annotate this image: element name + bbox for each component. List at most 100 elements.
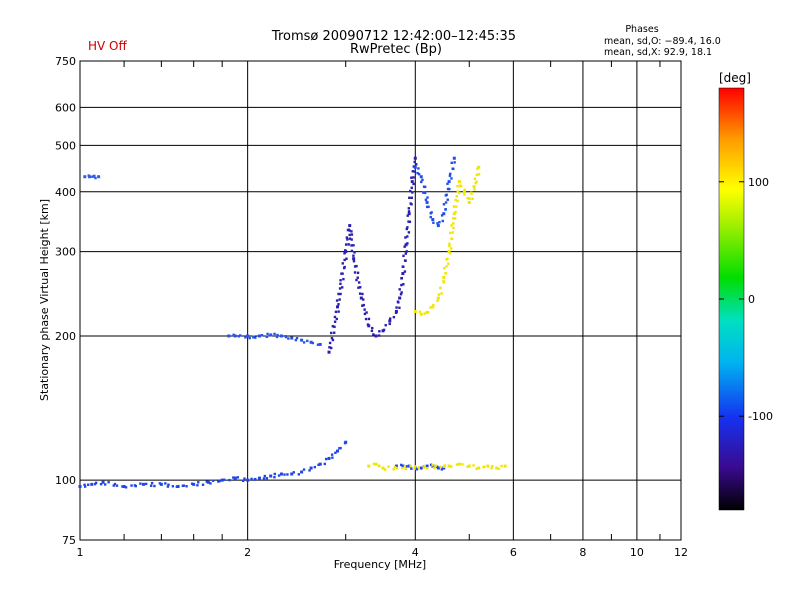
data-point (466, 465, 469, 469)
data-point (448, 187, 451, 191)
colorbar-label: [deg] (719, 71, 751, 85)
y-tick-label: 75 (62, 534, 76, 547)
data-point (440, 214, 444, 217)
x-tick-labels: 1 2 4 6 8 10 12 (77, 546, 689, 559)
data-point (372, 462, 376, 466)
data-point (471, 197, 474, 201)
data-point (341, 286, 344, 289)
data-point (252, 335, 256, 339)
data-point (402, 283, 405, 286)
data-point (472, 185, 476, 189)
data-point (382, 328, 386, 332)
data-point (425, 467, 429, 470)
data-point (472, 464, 475, 467)
data-point (405, 250, 408, 253)
data-point (91, 175, 94, 178)
data-point (107, 480, 110, 484)
data-point (333, 320, 337, 323)
data-point (336, 449, 340, 453)
data-point (318, 462, 322, 466)
data-point (442, 275, 446, 279)
data-point (273, 332, 276, 336)
data-point (367, 317, 371, 321)
data-points (78, 156, 507, 489)
data-point (427, 205, 430, 209)
data-point (418, 310, 422, 313)
data-point (350, 233, 354, 236)
data-point (309, 340, 313, 344)
data-point (449, 172, 452, 176)
data-point (452, 217, 455, 220)
data-point (287, 337, 290, 340)
data-point (241, 479, 245, 483)
data-point (164, 482, 167, 485)
data-point (388, 322, 391, 326)
data-point (275, 335, 279, 339)
data-point (447, 262, 450, 265)
data-point (423, 191, 427, 195)
data-point (403, 270, 407, 273)
data-point (437, 293, 441, 296)
data-point (450, 224, 453, 227)
data-point (475, 467, 478, 471)
data-point (374, 334, 378, 338)
data-point (462, 190, 466, 194)
data-point (338, 287, 342, 290)
data-point (83, 483, 86, 487)
data-point (400, 283, 403, 287)
data-point (503, 464, 507, 468)
data-point (461, 463, 464, 466)
data-point (115, 484, 119, 487)
data-point (392, 468, 395, 471)
phases-x-stats: mean, sd,X: 92.9, 18.1 (604, 47, 712, 58)
data-point (432, 221, 435, 224)
data-point (442, 203, 446, 206)
data-point (269, 474, 273, 478)
data-point (403, 245, 406, 248)
data-point (436, 296, 440, 300)
data-point (370, 329, 374, 333)
data-point (407, 220, 410, 223)
x-tick-label: 10 (630, 546, 644, 559)
data-point (333, 325, 336, 329)
data-point (447, 180, 451, 184)
data-point (431, 464, 434, 467)
data-point (404, 467, 407, 471)
data-point (466, 196, 469, 200)
data-point (384, 323, 387, 327)
data-point (328, 346, 331, 349)
data-point (410, 467, 413, 470)
data-point (413, 465, 417, 468)
data-point (334, 310, 338, 314)
data-point (359, 296, 363, 300)
data-point (432, 303, 435, 307)
data-point (153, 484, 156, 488)
data-point (158, 482, 162, 485)
data-point (401, 265, 405, 268)
grid-lines (79, 60, 682, 541)
data-point (405, 227, 409, 231)
data-point (436, 224, 440, 228)
data-point (78, 484, 82, 488)
data-point (372, 333, 375, 336)
data-point (367, 324, 371, 328)
data-point (448, 244, 451, 247)
data-point (222, 478, 226, 481)
data-point (130, 484, 133, 487)
data-point (332, 331, 336, 334)
data-point (442, 280, 445, 283)
data-point (440, 292, 443, 295)
x-tick-label: 2 (244, 546, 251, 559)
data-point (113, 482, 117, 486)
data-point (333, 315, 337, 319)
data-point (144, 482, 148, 486)
data-point (294, 338, 298, 342)
data-point (331, 456, 334, 459)
data-point (411, 170, 415, 173)
y-axis-label: Stationary phase Virtual Height [km] (38, 199, 51, 401)
data-point (446, 182, 449, 186)
data-point (443, 465, 446, 468)
colorbar-tick-label: 100 (748, 176, 769, 189)
data-point (444, 208, 447, 211)
data-point (330, 336, 334, 340)
